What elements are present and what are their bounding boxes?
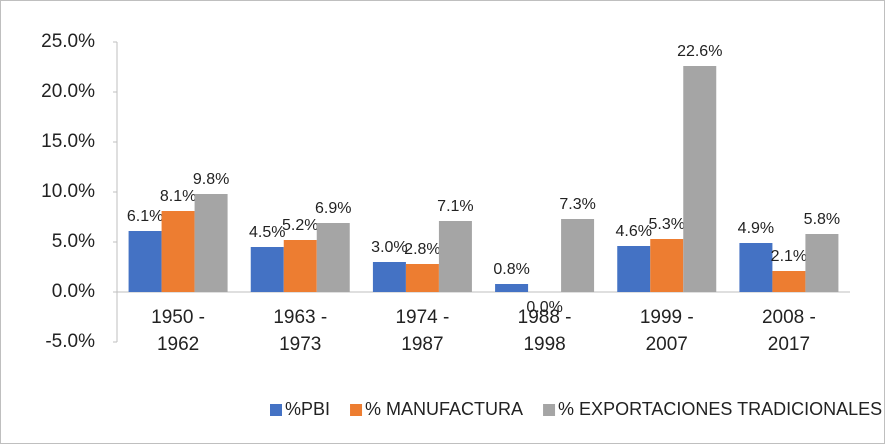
data-label: 3.0%: [371, 239, 407, 256]
bar: [683, 66, 717, 292]
data-label: 2.1%: [771, 248, 807, 265]
y-tick-label: 0.0%: [52, 281, 95, 302]
bar: [805, 234, 839, 292]
bar: [405, 264, 439, 292]
data-label: 7.3%: [559, 196, 595, 213]
legend-label: %PBI: [285, 399, 330, 419]
data-label: 22.6%: [677, 43, 722, 60]
y-tick-label: 5.0%: [52, 231, 95, 252]
bar: [194, 194, 228, 292]
x-tick-label: 1950 - 1962: [151, 307, 206, 355]
bar: [772, 271, 806, 292]
bar: [739, 243, 773, 292]
legend-label: % EXPORTACIONES TRADICIONALES: [558, 399, 882, 419]
legend-label: % MANUFACTURA: [365, 399, 523, 419]
y-tick-label: 10.0%: [41, 181, 95, 202]
data-label: 4.9%: [738, 220, 774, 237]
x-tick-label: 1988 - 1998: [517, 307, 572, 355]
x-tick-label: 2008 - 2017: [761, 307, 816, 355]
data-label: 7.1%: [437, 198, 473, 215]
x-tick-label: 1963 - 1973: [273, 307, 328, 355]
data-label: 5.3%: [649, 216, 685, 233]
bar: [650, 239, 684, 292]
x-tick-label: 1999 - 2007: [639, 307, 694, 355]
y-tick-label: 20.0%: [41, 81, 95, 102]
data-label: 8.1%: [160, 188, 196, 205]
data-label: 6.1%: [127, 208, 163, 225]
data-label: 5.2%: [282, 217, 318, 234]
bar: [495, 284, 529, 292]
data-label: 0.0%: [526, 299, 562, 316]
y-tick-label: 25.0%: [41, 31, 95, 52]
legend-swatch: [350, 404, 363, 416]
x-tick-label: 1974 - 1987: [395, 307, 450, 355]
data-label: 0.8%: [493, 261, 529, 278]
bar: [561, 219, 595, 292]
data-label: 2.8%: [404, 241, 440, 258]
bar: [283, 240, 317, 292]
bar: [372, 262, 406, 292]
bar: [161, 211, 195, 292]
data-label: 6.9%: [315, 200, 351, 217]
data-label: 9.8%: [193, 171, 229, 188]
bar: [617, 246, 651, 292]
y-tick-label: 15.0%: [41, 131, 95, 152]
legend-swatch: [270, 404, 282, 416]
legend-swatch: [543, 404, 556, 416]
y-tick-label: -5.0%: [45, 331, 95, 352]
bar: [316, 223, 350, 292]
bar: [250, 247, 284, 292]
bar: [128, 231, 162, 292]
data-label: 4.6%: [616, 223, 652, 240]
data-label: 5.8%: [804, 211, 840, 228]
bar: [438, 221, 472, 292]
data-label: 4.5%: [249, 224, 285, 241]
